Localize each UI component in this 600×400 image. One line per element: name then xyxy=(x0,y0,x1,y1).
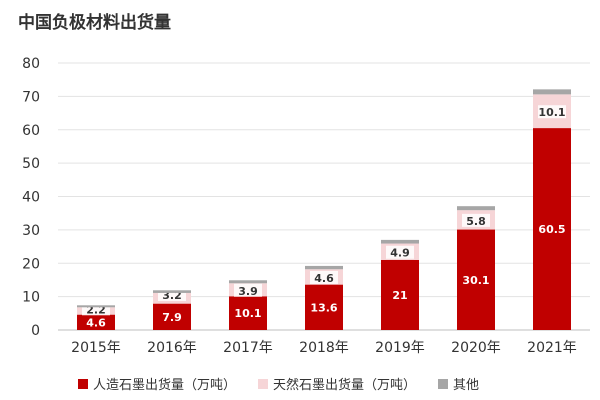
data-label: 2.2 xyxy=(86,303,106,316)
legend-swatch xyxy=(438,378,449,389)
bar-segment xyxy=(381,239,419,244)
data-label: 10.1 xyxy=(538,106,565,119)
y-tick-label: 50 xyxy=(22,156,40,172)
x-tick-label: 2016年 xyxy=(147,340,197,356)
legend-label: 其他 xyxy=(453,378,480,393)
legend-label: 天然石墨出货量（万吨） xyxy=(273,378,417,393)
x-tick-label: 2018年 xyxy=(299,340,349,356)
bar-segment xyxy=(77,314,115,330)
bar-segment xyxy=(305,265,343,270)
bar-segment xyxy=(457,206,495,211)
data-label: 30.1 xyxy=(462,274,489,287)
legend-item-other: 其他 xyxy=(438,374,479,393)
x-tick-label: 2020年 xyxy=(451,340,501,356)
data-label-bg xyxy=(234,283,262,297)
bar-segment xyxy=(153,290,191,293)
legend: 人造石墨出货量（万吨） 天然石墨出货量（万吨） 其他 xyxy=(78,374,501,393)
y-tick-label: 20 xyxy=(22,256,40,272)
bar-segment xyxy=(533,128,571,330)
data-label: 5.8 xyxy=(466,215,486,228)
y-axis: 0 10 20 30 40 50 60 70 80 xyxy=(22,56,40,339)
data-label-bg xyxy=(538,105,566,119)
legend-item-artificial-graphite: 人造石墨出货量（万吨） xyxy=(78,374,236,393)
data-label-bg xyxy=(386,245,414,259)
legend-swatch xyxy=(78,378,88,389)
y-tick-label: 0 xyxy=(31,323,40,339)
chart-title: 中国负极材料出货量 xyxy=(18,13,171,33)
data-label: 21 xyxy=(392,289,407,302)
y-tick-label: 10 xyxy=(22,290,40,306)
data-label: 3.9 xyxy=(238,285,258,298)
data-label-bg xyxy=(310,270,338,284)
bar-segment xyxy=(153,303,191,330)
x-tick-label: 2019年 xyxy=(375,340,425,356)
x-tick-label: 2015年 xyxy=(71,340,121,356)
bars: 4.62.27.93.210.13.913.64.6214.930.15.860… xyxy=(77,89,571,330)
bar-segment xyxy=(457,229,495,330)
data-label: 4.6 xyxy=(86,316,106,329)
bar-segment xyxy=(229,280,267,284)
x-tick-label: 2017年 xyxy=(223,340,273,356)
bar-segment xyxy=(305,284,343,330)
data-label: 10.1 xyxy=(234,307,261,320)
legend-swatch xyxy=(258,378,269,389)
legend-item-natural-graphite: 天然石墨出货量（万吨） xyxy=(258,374,416,393)
bar-segment xyxy=(77,305,115,308)
data-label: 4.9 xyxy=(390,247,410,260)
y-tick-label: 30 xyxy=(22,223,40,239)
data-label: 60.5 xyxy=(538,223,565,236)
x-axis: 2015年 2016年 2017年 2018年 2019年 2020年 2021年 xyxy=(71,340,577,356)
bar-segment xyxy=(533,89,571,95)
data-label: 13.6 xyxy=(310,301,337,314)
bar-segment xyxy=(229,296,267,330)
y-tick-label: 80 xyxy=(22,56,40,72)
legend-label: 人造石墨出货量（万吨） xyxy=(93,378,237,393)
y-tick-label: 40 xyxy=(22,190,40,206)
bar-segment xyxy=(381,259,419,330)
data-label: 4.6 xyxy=(314,272,334,285)
y-tick-label: 60 xyxy=(22,123,40,139)
y-tick-label: 70 xyxy=(22,89,40,105)
data-label-bg xyxy=(462,213,490,227)
x-tick-label: 2021年 xyxy=(527,340,577,356)
data-label: 7.9 xyxy=(162,311,182,324)
